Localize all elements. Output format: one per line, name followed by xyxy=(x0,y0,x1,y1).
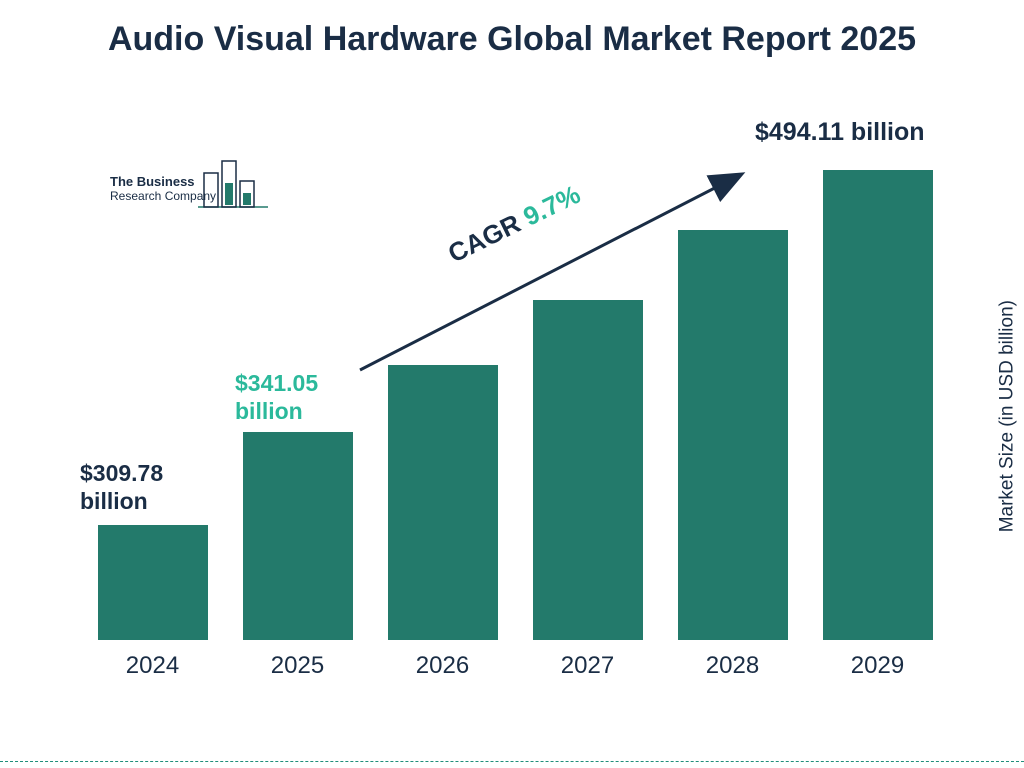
bar xyxy=(388,365,498,640)
value-label-2025: $341.05billion xyxy=(235,370,318,425)
x-tick-label: 2026 xyxy=(370,644,515,680)
bar xyxy=(533,300,643,640)
x-axis-labels: 202420252026202720282029 xyxy=(80,644,950,680)
bar-slot xyxy=(370,140,515,640)
bar xyxy=(98,525,208,640)
bar-slot xyxy=(80,140,225,640)
bar xyxy=(823,170,933,640)
bar xyxy=(243,432,353,640)
bottom-divider xyxy=(0,761,1024,762)
bar xyxy=(678,230,788,640)
y-axis-label: Market Size (in USD billion) xyxy=(996,300,1018,532)
bar-slot xyxy=(660,140,805,640)
x-tick-label: 2028 xyxy=(660,644,805,680)
value-label-2024: $309.78billion xyxy=(80,460,163,515)
chart-title: Audio Visual Hardware Global Market Repo… xyxy=(0,18,1024,61)
x-tick-label: 2029 xyxy=(805,644,950,680)
x-tick-label: 2027 xyxy=(515,644,660,680)
x-tick-label: 2024 xyxy=(80,644,225,680)
value-label-2029: $494.11 billion xyxy=(755,117,925,147)
bar-slot xyxy=(805,140,950,640)
x-tick-label: 2025 xyxy=(225,644,370,680)
